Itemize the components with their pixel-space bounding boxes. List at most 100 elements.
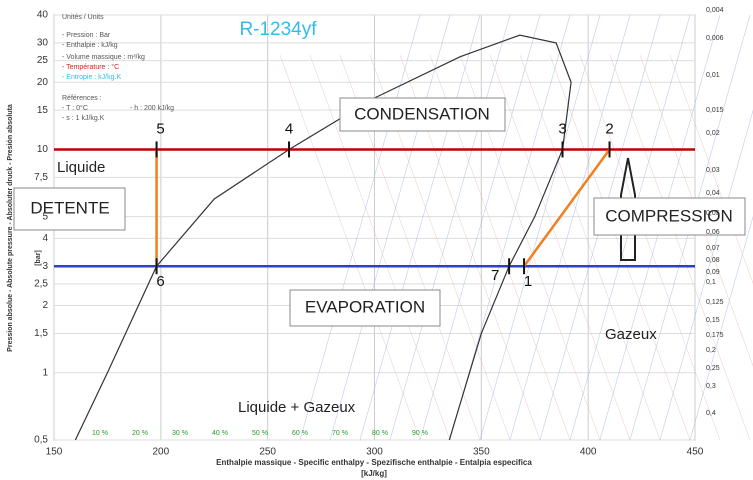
marks [54,34,695,441]
y-tick-label: 30 [37,38,49,49]
x-tick-label: 150 [46,447,63,458]
isentrope-deco [689,215,753,441]
isentrope-deco [389,14,511,441]
x-axis-unit: [kJ/kg] [361,469,387,478]
x-tick-label: 450 [687,447,704,458]
isentrope-deco [279,54,421,441]
compression-label: COMPRESSION [605,206,733,225]
state-point-label: 5 [156,120,164,137]
units-text: - T : 0°C [62,104,88,112]
quality-label: 90 % [412,430,428,437]
region-label: Gazeux [605,326,657,343]
y-tick-label: 2 [42,300,48,311]
y-tick-label: 10 [37,144,49,155]
state-point-label: 3 [558,120,566,137]
quality-label: 40 % [212,430,228,437]
y-tick-label: 1,5 [34,328,48,339]
y-tick-label: 0,5 [34,435,48,446]
units-text: - s : 1 kJ/kg.K [62,115,105,122]
y-tick-label: 1 [42,367,48,378]
volume-label: 0,25 [706,365,720,372]
volume-label: 0,006 [706,35,724,42]
volume-label: 0,02 [706,130,720,137]
units-text: Unités / Units [62,14,104,21]
state-point-label: 4 [285,120,293,137]
condensation-label: CONDENSATION [354,104,490,123]
isentrope-deco [519,54,661,441]
condensation-box [339,97,506,132]
y-axis-unit: [bar] [35,250,42,266]
quality-label: 10 % [92,430,108,437]
cycle-line [523,148,611,267]
volume-label: 0,01 [706,72,720,79]
volume-label: 0,03 [706,167,720,174]
units-text: - Entropie : kJ/kg.K [62,74,121,81]
x-tick-label: 400 [580,447,597,458]
isentrope-deco [609,54,751,441]
isentrope-deco [329,14,451,441]
y-tick-label: 2,5 [34,279,48,290]
units-text: Références : [62,95,102,102]
y-tick-label: 3 [42,261,48,272]
volume-label: 0,04 [706,190,720,197]
volume-label: 0,015 [706,107,724,114]
volume-label: 0,3 [706,383,716,390]
isentrope-deco [639,54,753,367]
quality-label: 60 % [292,430,308,437]
units-text: - Volume massique : m³/kg [62,54,145,61]
y-tick-label: 15 [37,105,49,116]
x-tick-label: 200 [152,447,169,458]
y-tick-label: 7,5 [34,172,48,183]
volume-label: 0,15 [706,317,720,324]
y-tick-label: 20 [37,77,49,88]
quality-label: 30 % [172,430,188,437]
evaporation-label: EVAPORATION [305,297,425,316]
volume-label: 0,175 [706,332,724,339]
y-tick-label: 40 [37,10,49,21]
detente-box [13,187,126,231]
volume-label: 0,06 [706,229,720,236]
isentrope-deco [479,14,601,441]
volume-label: 0,4 [706,410,716,417]
isentrope-deco [419,14,541,441]
isentrope-deco [309,54,451,441]
units-text: - Enthalpie : kJ/kg [62,42,118,49]
chart-title: R-1234yf [239,19,317,40]
x-axis-label: Enthalpie massique - Specific enthalpy -… [216,458,532,467]
x-tick-label: 350 [473,447,490,458]
state-point-label: 2 [605,120,613,137]
quality-label: 50 % [252,430,268,437]
region-label: Liquide [57,159,105,176]
isentrope-deco [509,14,631,441]
quality-label: 70 % [332,430,348,437]
compression-box [593,197,746,236]
volume-label: 0,09 [706,269,720,276]
units-text: - h : 200 kJ/kg [130,105,174,112]
units-text: - Température : °C [62,63,119,71]
volume-label: 0,004 [706,7,724,14]
y-axis-label: Pression absolue - Absolute pressure - A… [7,104,14,352]
volume-label: 0,125 [706,299,724,306]
quality-label: 80 % [372,430,388,437]
volume-label: 0,08 [706,257,720,264]
x-tick-label: 250 [259,447,276,458]
volume-label: 0,05 [706,210,720,217]
state-point-label: 7 [491,267,499,284]
y-tick-label: 4 [42,233,48,244]
isentrope-deco [489,54,631,441]
state-point-label: 6 [156,273,164,290]
isentrope-deco [579,54,721,441]
state-point-label: 1 [524,273,532,290]
units-text: - Pression : Bar [62,32,111,39]
saturation-curve [74,34,572,441]
y-tick-label: 5 [42,211,48,222]
x-tick-label: 300 [366,447,383,458]
isentrope-deco [669,54,753,285]
detente-label: DETENTE [30,198,109,217]
volume-label: 0,2 [706,347,716,354]
evaporation-box [289,289,441,327]
y-tick-label: 25 [37,55,49,66]
quality-label: 20 % [132,430,148,437]
volume-label: 0,1 [706,279,716,286]
